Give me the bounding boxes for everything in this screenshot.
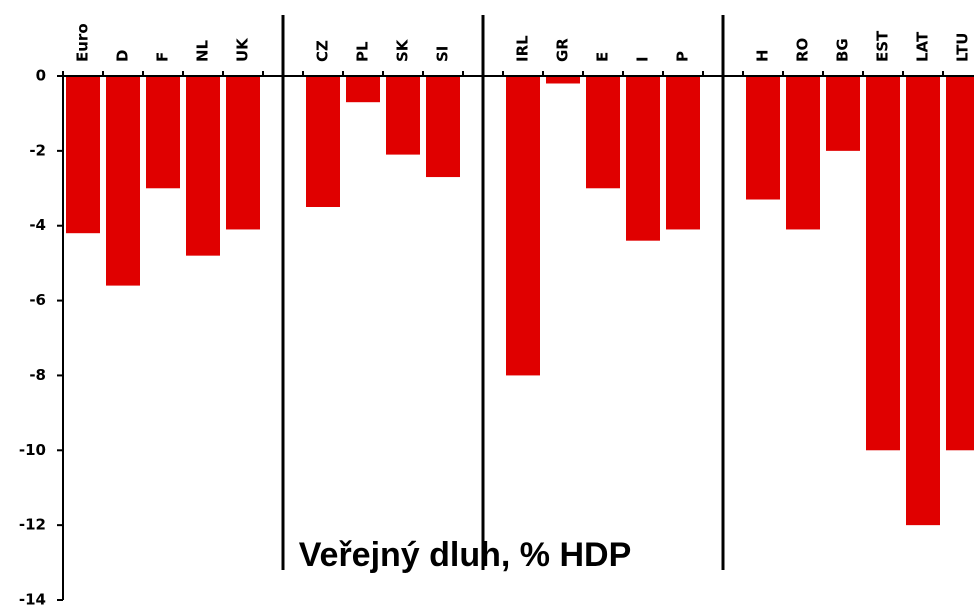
bar: [786, 76, 820, 230]
x-tick-label: I: [634, 56, 652, 62]
x-tick-label: PL: [354, 41, 372, 62]
x-tick-label: SK: [394, 38, 412, 62]
bar: [946, 76, 974, 451]
bar: [626, 76, 660, 241]
x-tick-label: CZ: [314, 40, 332, 62]
x-tick-label: RO: [794, 38, 812, 62]
x-tick-label: P: [674, 51, 692, 62]
bar: [746, 76, 780, 200]
y-tick-label: -6: [29, 291, 46, 309]
bar: [546, 76, 580, 84]
x-tick-label: E: [594, 52, 612, 62]
x-tick-label: F: [154, 52, 172, 62]
y-tick-label: -14: [19, 591, 46, 609]
bar: [306, 76, 340, 207]
y-tick-label: -2: [29, 141, 46, 159]
bar: [226, 76, 260, 230]
bar: [586, 76, 620, 189]
bar: [426, 76, 460, 178]
x-tick-label: D: [114, 50, 132, 62]
x-tick-label: GR: [554, 38, 572, 62]
bar: [506, 76, 540, 376]
x-tick-label: NL: [194, 39, 212, 62]
bar: [906, 76, 940, 526]
bar: [346, 76, 380, 103]
bar: [666, 76, 700, 230]
y-tick-label: -4: [29, 216, 46, 234]
x-tick-label: LTU: [954, 33, 972, 63]
x-tick-label: SI: [434, 46, 452, 62]
x-tick-label: UK: [234, 37, 252, 62]
y-tick-label: -10: [19, 441, 46, 459]
y-tick-label: -8: [29, 366, 46, 384]
x-tick-label: LAT: [914, 31, 932, 62]
bar: [66, 76, 100, 234]
y-tick-label: -12: [19, 516, 46, 534]
y-tick-label: 0: [36, 67, 46, 85]
bar: [146, 76, 180, 189]
chart-title: Veřejný dluh, % HDP: [299, 536, 632, 574]
bar: [386, 76, 420, 155]
bar: [826, 76, 860, 151]
x-tick-label: H: [754, 49, 772, 62]
bar: [106, 76, 140, 286]
x-tick-label: Euro: [74, 23, 92, 62]
bar: [186, 76, 220, 256]
x-tick-label: IRL: [514, 35, 532, 62]
x-tick-label: BG: [834, 38, 852, 62]
x-tick-label: EST: [874, 30, 892, 62]
bar: [866, 76, 900, 451]
